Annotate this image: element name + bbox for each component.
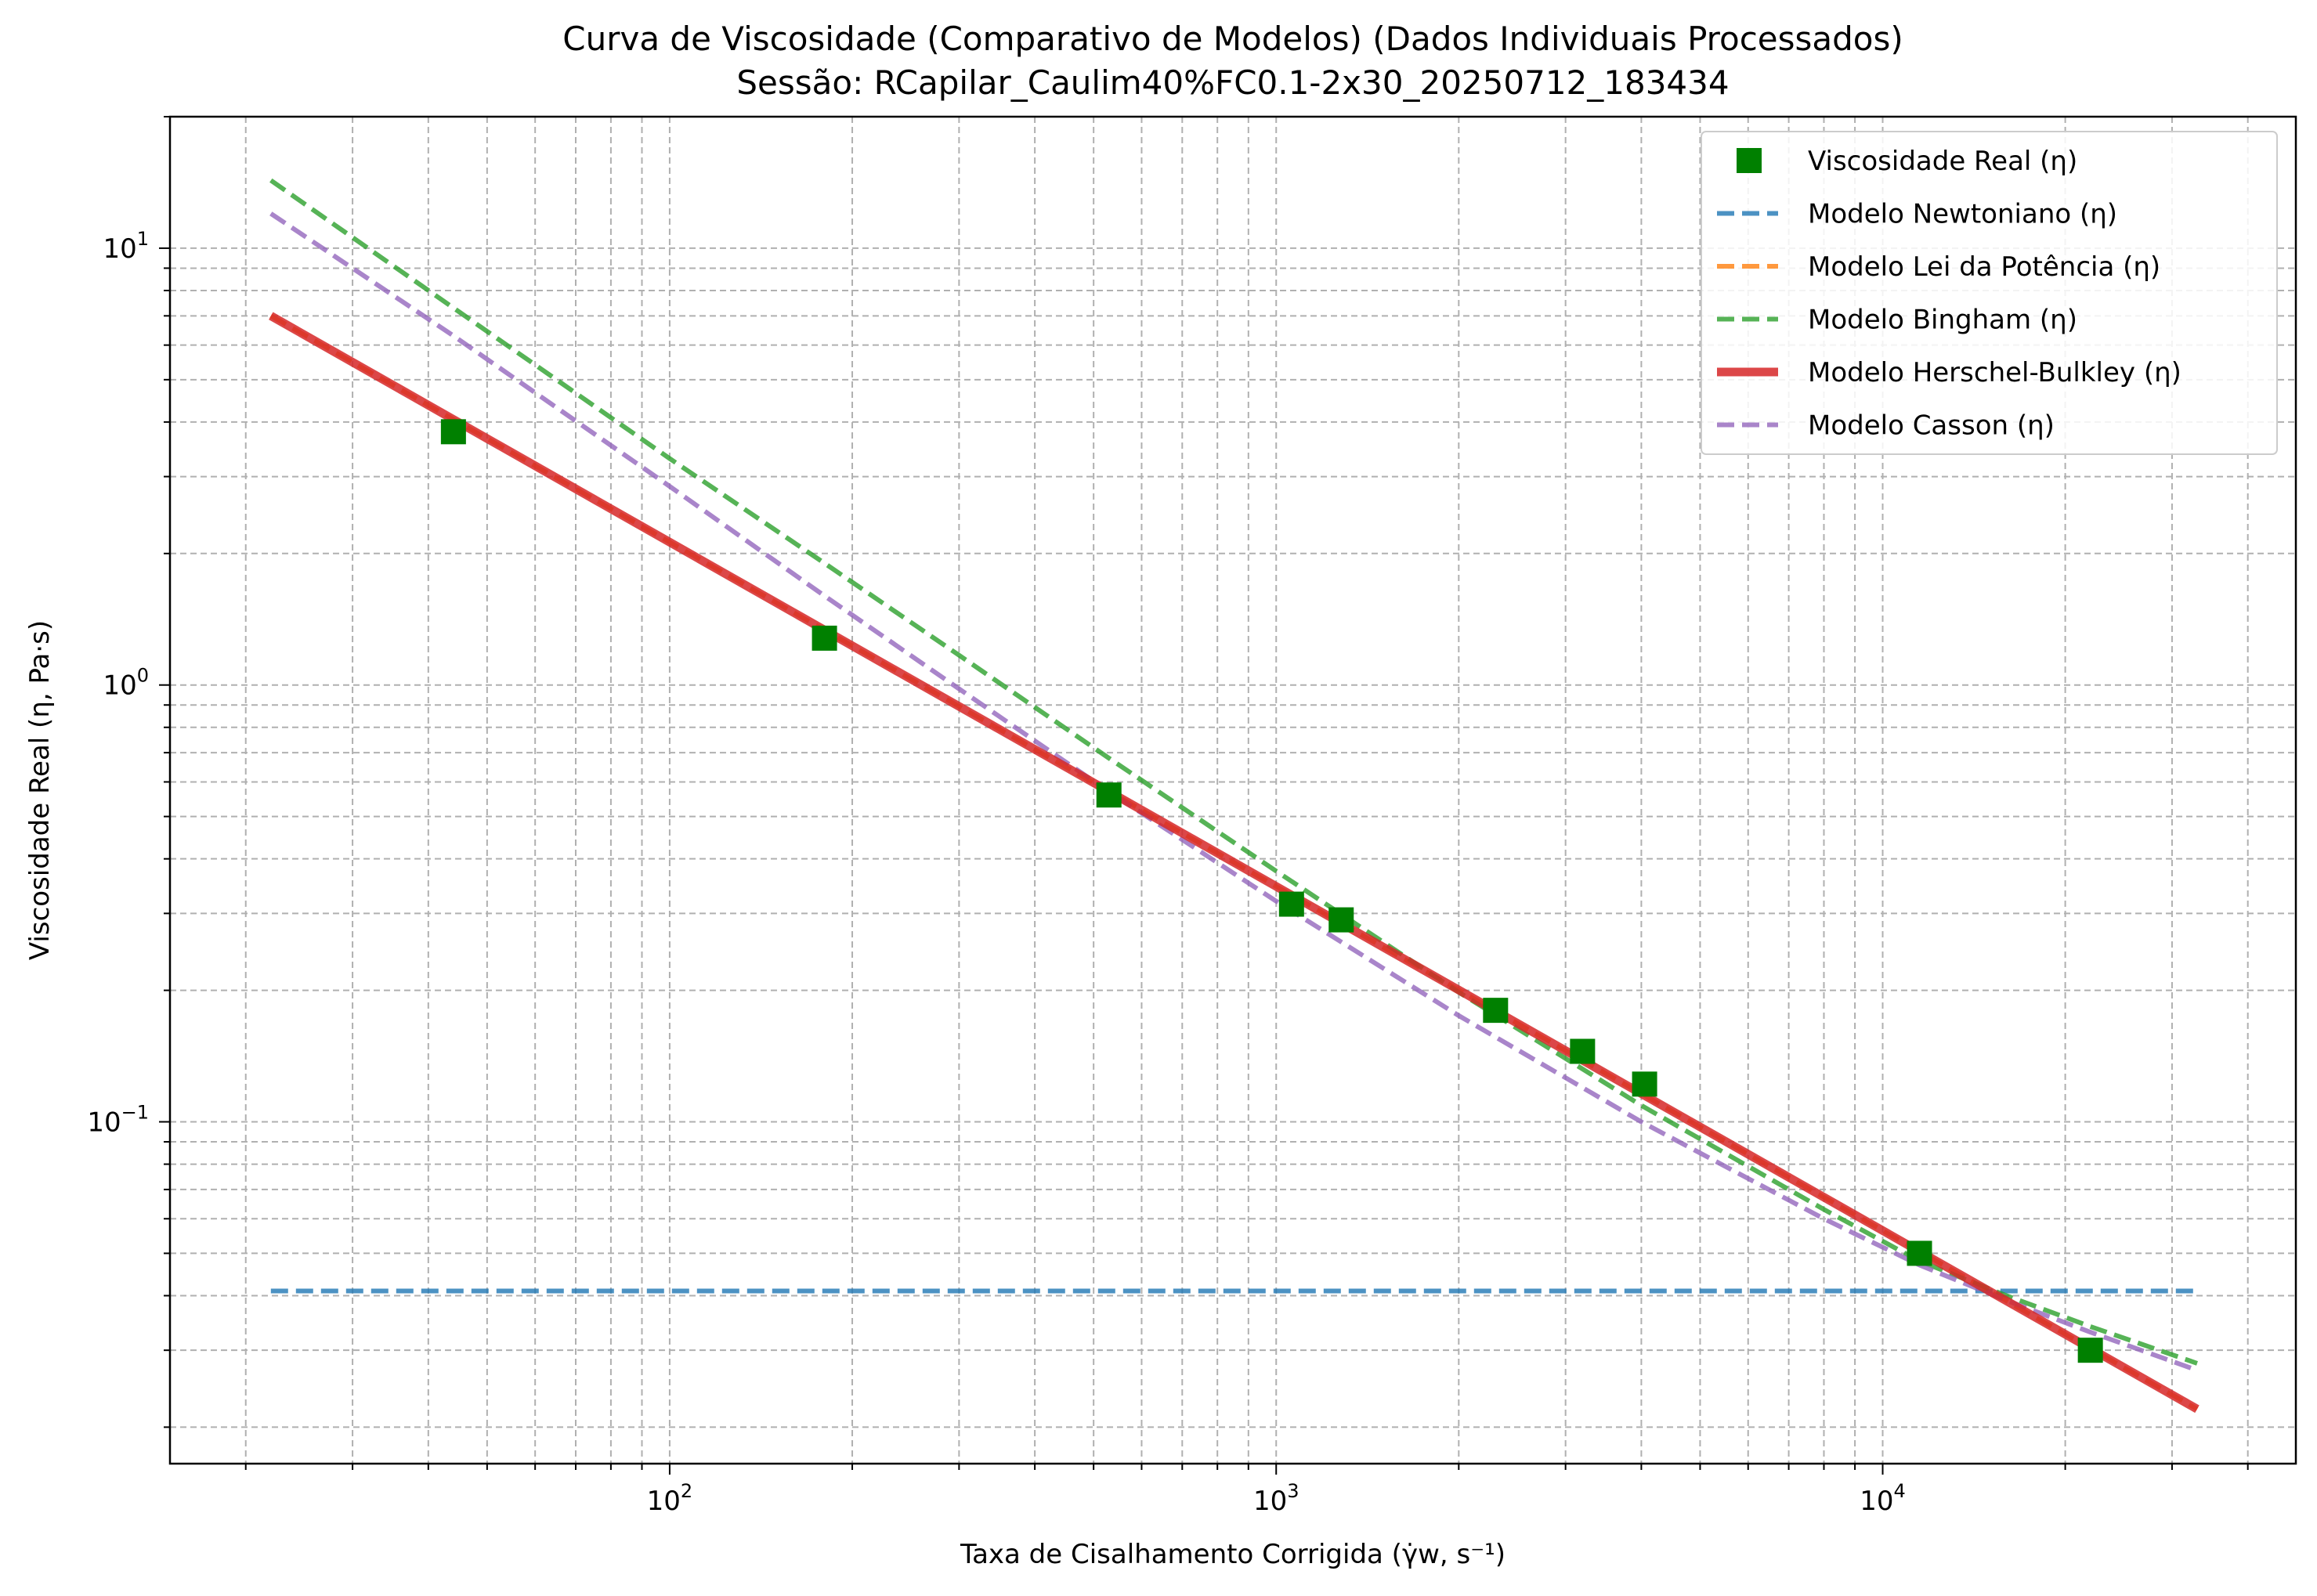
legend: Viscosidade Real (η) Modelo Newtoniano (η…: [1701, 131, 2278, 455]
legend-box: [1701, 131, 2278, 455]
y-axis-label: Viscosidade Real (η, Pa·s): [24, 620, 56, 960]
chart-subtitle: Sessão: RCapilar_Caulim40%FC0.1-2x30_202…: [736, 63, 1729, 102]
data-point-marker: [2077, 1338, 2103, 1363]
data-point-marker: [1096, 782, 1122, 808]
legend-label: Modelo Newtoniano (η): [1808, 199, 2117, 230]
legend-label: Modelo Casson (η): [1808, 410, 2055, 442]
data-point-marker: [1483, 998, 1509, 1024]
series-line-4: [269, 178, 2198, 1366]
grid: [170, 116, 2296, 1464]
series-layer: [269, 178, 2200, 1414]
x-tick-label: 104: [1860, 1480, 1906, 1517]
x-tick-label: 102: [647, 1480, 693, 1517]
y-tick-label: 101: [103, 228, 149, 265]
chart-title: Curva de Viscosidade (Comparativo de Mod…: [562, 20, 1903, 58]
data-point-marker: [1570, 1038, 1596, 1064]
data-point-marker: [1278, 891, 1304, 917]
y-tick-label: 100: [103, 665, 149, 702]
legend-marker: [1737, 148, 1762, 173]
data-point-marker: [440, 419, 466, 445]
x-tick-label: 103: [1253, 1480, 1299, 1517]
series-line-5: [269, 312, 2200, 1414]
data-point-marker: [1632, 1071, 1657, 1097]
plot-frame: [168, 115, 2297, 1465]
legend-label: Modelo Bingham (η): [1808, 305, 2077, 336]
legend-label: Modelo Lei da Potência (η): [1808, 251, 2160, 283]
data-point-marker: [1328, 907, 1354, 933]
y-tick-label: 10−1: [87, 1102, 149, 1139]
data-point-marker: [811, 625, 837, 651]
legend-label: Modelo Herschel-Bulkley (η): [1808, 357, 2181, 388]
data-point-marker: [1907, 1240, 1932, 1266]
legend-label: Viscosidade Real (η): [1808, 146, 2077, 177]
ticks: 102 103 104 10−1 100 101: [87, 116, 2249, 1517]
x-axis-label: Taxa de Cisalhamento Corrigida (γ̇w, s⁻¹…: [960, 1539, 1506, 1570]
